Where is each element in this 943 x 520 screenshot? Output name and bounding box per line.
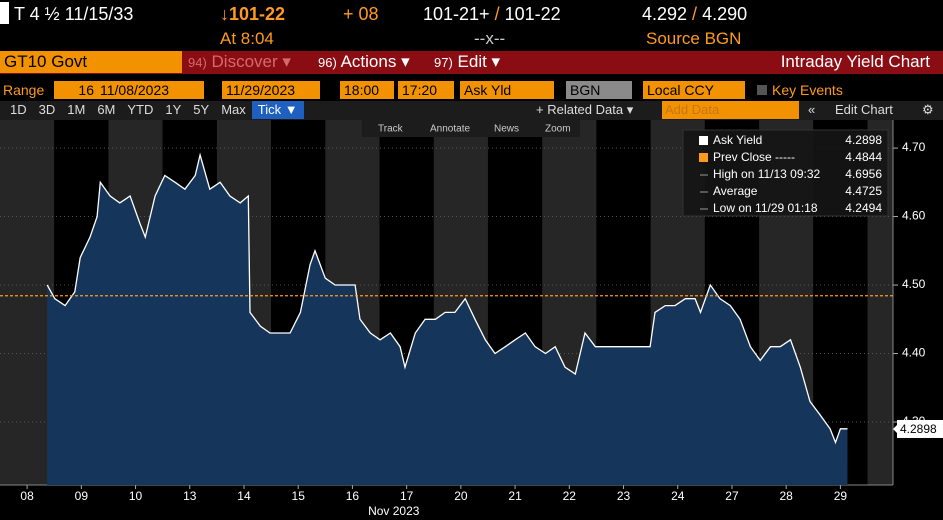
x-tick-label: 17 (400, 489, 414, 503)
x-tick-label: 13 (183, 489, 197, 503)
tool[interactable]: Track (378, 124, 404, 135)
x-tick-label: 23 (617, 489, 631, 503)
x-tick-label: 28 (780, 489, 794, 503)
collapse[interactable]: « (808, 102, 816, 117)
range-label: Range (3, 82, 45, 98)
legend-name: Average (713, 184, 758, 198)
key-events[interactable]: Key Events (772, 82, 843, 98)
legend-value: 4.4725 (845, 184, 882, 198)
menu-bar (0, 51, 943, 74)
bid-yield: 4.292 (642, 4, 688, 24)
menu-actions[interactable]: 96) Actions ▾ (318, 51, 410, 73)
time: At 8:04 (220, 29, 274, 48)
ask: 101-22 (504, 4, 561, 24)
tool[interactable]: Zoom (545, 124, 571, 135)
y-tick-label: 4.60 (902, 209, 926, 223)
source: Source BGN (646, 29, 742, 48)
field[interactable]: Ask Yld (460, 81, 554, 99)
bid-ask: 101-21+ / 101-22 (423, 4, 561, 24)
period-button[interactable]: 1M (67, 102, 86, 117)
period-button[interactable]: 1Y (165, 102, 182, 117)
bid: 101-21+ (423, 4, 490, 24)
last-value-pointer (893, 423, 898, 434)
legend-value: 4.4844 (845, 150, 882, 164)
checkbox[interactable] (757, 85, 767, 95)
period-button[interactable]: YTD (127, 102, 154, 117)
menu-num: 97) (434, 55, 453, 70)
price: ↓101-22 (220, 4, 286, 24)
x-axis-label: Nov 2023 (368, 504, 420, 518)
periods: 1D 3D 1M 6M YTD 1Y 5Y Max Tick ▼ (4, 101, 304, 119)
security: T 4 ½ 11/15/33 (14, 4, 134, 24)
menu-edit[interactable]: 97) Edit ▾ (434, 51, 500, 73)
window-title: Intraday Yield Chart (780, 52, 930, 71)
legend-name: High on 11/13 09:32 (713, 167, 821, 181)
x-tick-label: 27 (725, 489, 739, 503)
x-tick-label: 10 (129, 489, 143, 503)
tool[interactable]: News (494, 124, 519, 135)
x-tick-label: 15 (292, 489, 306, 503)
period-button[interactable]: 3D (38, 102, 56, 117)
x-tick-label: 24 (671, 489, 685, 503)
ticker[interactable]: GT10 Govt (0, 51, 182, 73)
menu-label: Edit ▾ (457, 52, 501, 71)
legend-box (682, 129, 889, 217)
last-value-tag (897, 419, 943, 438)
area (47, 154, 848, 485)
legend-name: Low on 11/29 01:18 (713, 201, 818, 215)
x-tick-label: 09 (75, 489, 89, 503)
legend-swatch (699, 153, 708, 162)
end-time[interactable]: 17:20 (398, 81, 454, 99)
menu-num: 94) (188, 55, 207, 70)
last-value-label: 4.2898 (900, 422, 937, 436)
cursor (0, 2, 9, 24)
period-button[interactable]: 1D (10, 102, 27, 117)
range-value[interactable]: 16 (54, 81, 98, 99)
legend-value: 4.2494 (845, 201, 882, 215)
period-button[interactable]: 6M (97, 102, 116, 117)
legend-value: 4.2898 (845, 133, 882, 147)
related-data[interactable]: + Related Data ▾ (536, 102, 634, 117)
settings[interactable]: ⚙ (922, 102, 934, 117)
x-tick-label: 16 (346, 489, 360, 503)
yields: 4.292 / 4.290 (642, 4, 748, 24)
line (46, 152, 848, 445)
tool[interactable]: Annotate (430, 124, 470, 135)
tool-strip (362, 120, 580, 137)
x-tick-label: 08 (20, 489, 34, 503)
edit-chart[interactable]: Edit Chart (835, 102, 893, 117)
ask-yield: 4.290 (702, 4, 748, 24)
currency[interactable]: Local CCY (643, 81, 745, 99)
day-band (0, 120, 55, 485)
period-button[interactable]: 5Y (193, 102, 210, 117)
x-tick-label: 22 (563, 489, 577, 503)
period-button[interactable]: Tick ▼ (251, 101, 304, 119)
source-box[interactable]: BGN (566, 81, 632, 99)
chart: 4.304.404.504.604.7008091013141516172021… (0, 120, 943, 518)
start-date[interactable]: 11/08/2023 (96, 81, 204, 99)
period-button[interactable]: Max (221, 102, 246, 117)
add-data[interactable]: Add Data (662, 101, 799, 119)
menu-num: 96) (318, 55, 337, 70)
x-tick-label: 20 (454, 489, 468, 503)
menu-discover[interactable]: 94) Discover ▾ (188, 51, 291, 73)
mid: --x-- (474, 29, 506, 48)
legend-value: 4.6956 (845, 167, 882, 181)
end-date[interactable]: 11/29/2023 (222, 81, 320, 99)
x-tick-label: 14 (237, 489, 251, 503)
legend-swatch (699, 136, 708, 145)
start-time[interactable]: 18:00 (340, 81, 394, 99)
y-tick-label: 4.70 (902, 140, 926, 154)
x-tick-label: 29 (834, 489, 848, 503)
legend-name: Ask Yield (713, 133, 762, 147)
y-tick-label: 4.40 (902, 346, 926, 360)
legend-name: Prev Close ----- (713, 150, 795, 164)
change: + 08 (343, 4, 379, 24)
menu-label: Actions ▾ (340, 52, 410, 71)
y-tick-label: 4.50 (902, 277, 926, 291)
x-tick-label: 21 (508, 489, 522, 503)
menu-label: Discover ▾ (211, 52, 291, 71)
